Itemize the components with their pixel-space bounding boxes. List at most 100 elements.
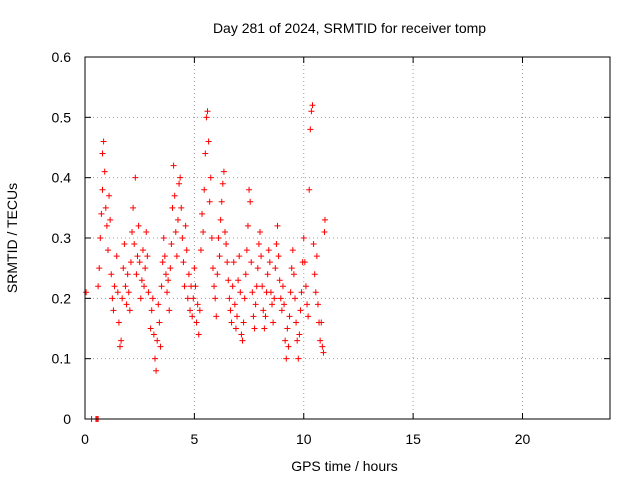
- data-point: [252, 301, 259, 308]
- data-point: [239, 337, 246, 344]
- data-point: [230, 259, 237, 266]
- data-point: [312, 289, 319, 296]
- data-point: [279, 283, 286, 290]
- data-point: [259, 283, 266, 290]
- data-point: [235, 277, 242, 284]
- data-point: [179, 235, 186, 241]
- x-tick-label: 10: [296, 431, 312, 447]
- data-point: [172, 228, 179, 235]
- data-point: [317, 337, 324, 344]
- data-point: [283, 355, 290, 362]
- data-point: [302, 283, 309, 290]
- data-point: [203, 114, 210, 121]
- data-point: [171, 192, 178, 199]
- data-point: [158, 283, 165, 290]
- data-point: [253, 283, 260, 290]
- data-point: [123, 301, 130, 308]
- data-point: [265, 247, 272, 254]
- data-point: [285, 343, 292, 350]
- data-point: [286, 313, 293, 320]
- data-point: [101, 168, 108, 175]
- x-axis-label: GPS time / hours: [291, 458, 398, 474]
- data-point: [195, 331, 202, 338]
- data-point: [277, 295, 284, 302]
- data-point: [118, 337, 125, 344]
- data-point: [216, 253, 223, 260]
- data-point: [184, 295, 191, 302]
- data-point: [109, 295, 116, 302]
- data-point: [199, 210, 206, 217]
- data-point: [234, 313, 241, 320]
- data-point: [219, 180, 226, 187]
- data-point: [273, 241, 280, 248]
- data-point: [282, 337, 289, 344]
- data-point: [167, 265, 174, 272]
- data-point: [290, 271, 297, 278]
- data-point: [182, 222, 189, 229]
- data-point: [211, 283, 218, 290]
- data-point: [166, 307, 173, 314]
- y-tick-label: 0.1: [52, 351, 72, 367]
- data-point: [272, 265, 279, 272]
- data-point: [130, 204, 137, 211]
- data-point: [319, 343, 326, 350]
- data-point: [114, 289, 121, 296]
- data-point: [255, 241, 262, 248]
- data-point: [206, 198, 213, 205]
- data-point: [321, 228, 328, 235]
- data-point: [261, 325, 268, 332]
- data-point: [297, 307, 304, 314]
- data-point: [243, 247, 250, 254]
- plot-frame: [84, 56, 611, 420]
- data-point: [104, 247, 111, 254]
- data-point: [152, 355, 158, 362]
- y-tick-label: 0.4: [52, 170, 72, 186]
- data-point: [187, 307, 193, 314]
- data-point: [266, 259, 273, 266]
- data-point: [229, 283, 236, 290]
- data-point: [246, 186, 253, 193]
- data-point: [150, 331, 157, 338]
- data-point: [201, 186, 208, 193]
- data-point: [226, 295, 233, 302]
- data-point: [133, 271, 140, 278]
- data-point: [161, 253, 168, 260]
- data-point: [264, 271, 271, 278]
- data-point: [191, 265, 198, 272]
- data-point: [137, 295, 144, 302]
- data-point: [148, 307, 155, 314]
- data-point: [250, 313, 257, 320]
- data-point: [173, 253, 180, 260]
- data-points: [83, 102, 328, 422]
- data-point: [307, 126, 314, 133]
- data-point: [295, 355, 302, 362]
- data-point: [244, 222, 251, 229]
- data-point: [149, 295, 156, 302]
- data-point: [97, 235, 104, 241]
- y-tick-label: 0.3: [52, 230, 72, 246]
- data-point: [274, 222, 281, 229]
- data-point: [209, 265, 216, 272]
- data-point: [132, 174, 139, 181]
- data-point: [159, 259, 166, 266]
- data-point: [242, 271, 249, 278]
- data-point: [289, 247, 296, 254]
- data-point: [258, 253, 265, 260]
- data-point: [204, 108, 211, 115]
- data-point: [125, 289, 132, 296]
- data-point: [275, 253, 282, 260]
- data-point: [215, 235, 222, 241]
- data-point: [281, 301, 288, 308]
- data-point: [301, 259, 308, 266]
- data-point: [165, 277, 172, 284]
- x-tick-label: 15: [405, 431, 421, 447]
- x-tick-label: 0: [81, 431, 89, 447]
- data-point: [110, 307, 117, 314]
- data-point: [169, 204, 176, 211]
- data-point: [117, 343, 123, 350]
- data-point: [119, 295, 126, 302]
- data-point: [190, 295, 197, 302]
- data-point: [196, 307, 203, 314]
- data-point: [313, 253, 320, 260]
- data-point: [156, 319, 163, 326]
